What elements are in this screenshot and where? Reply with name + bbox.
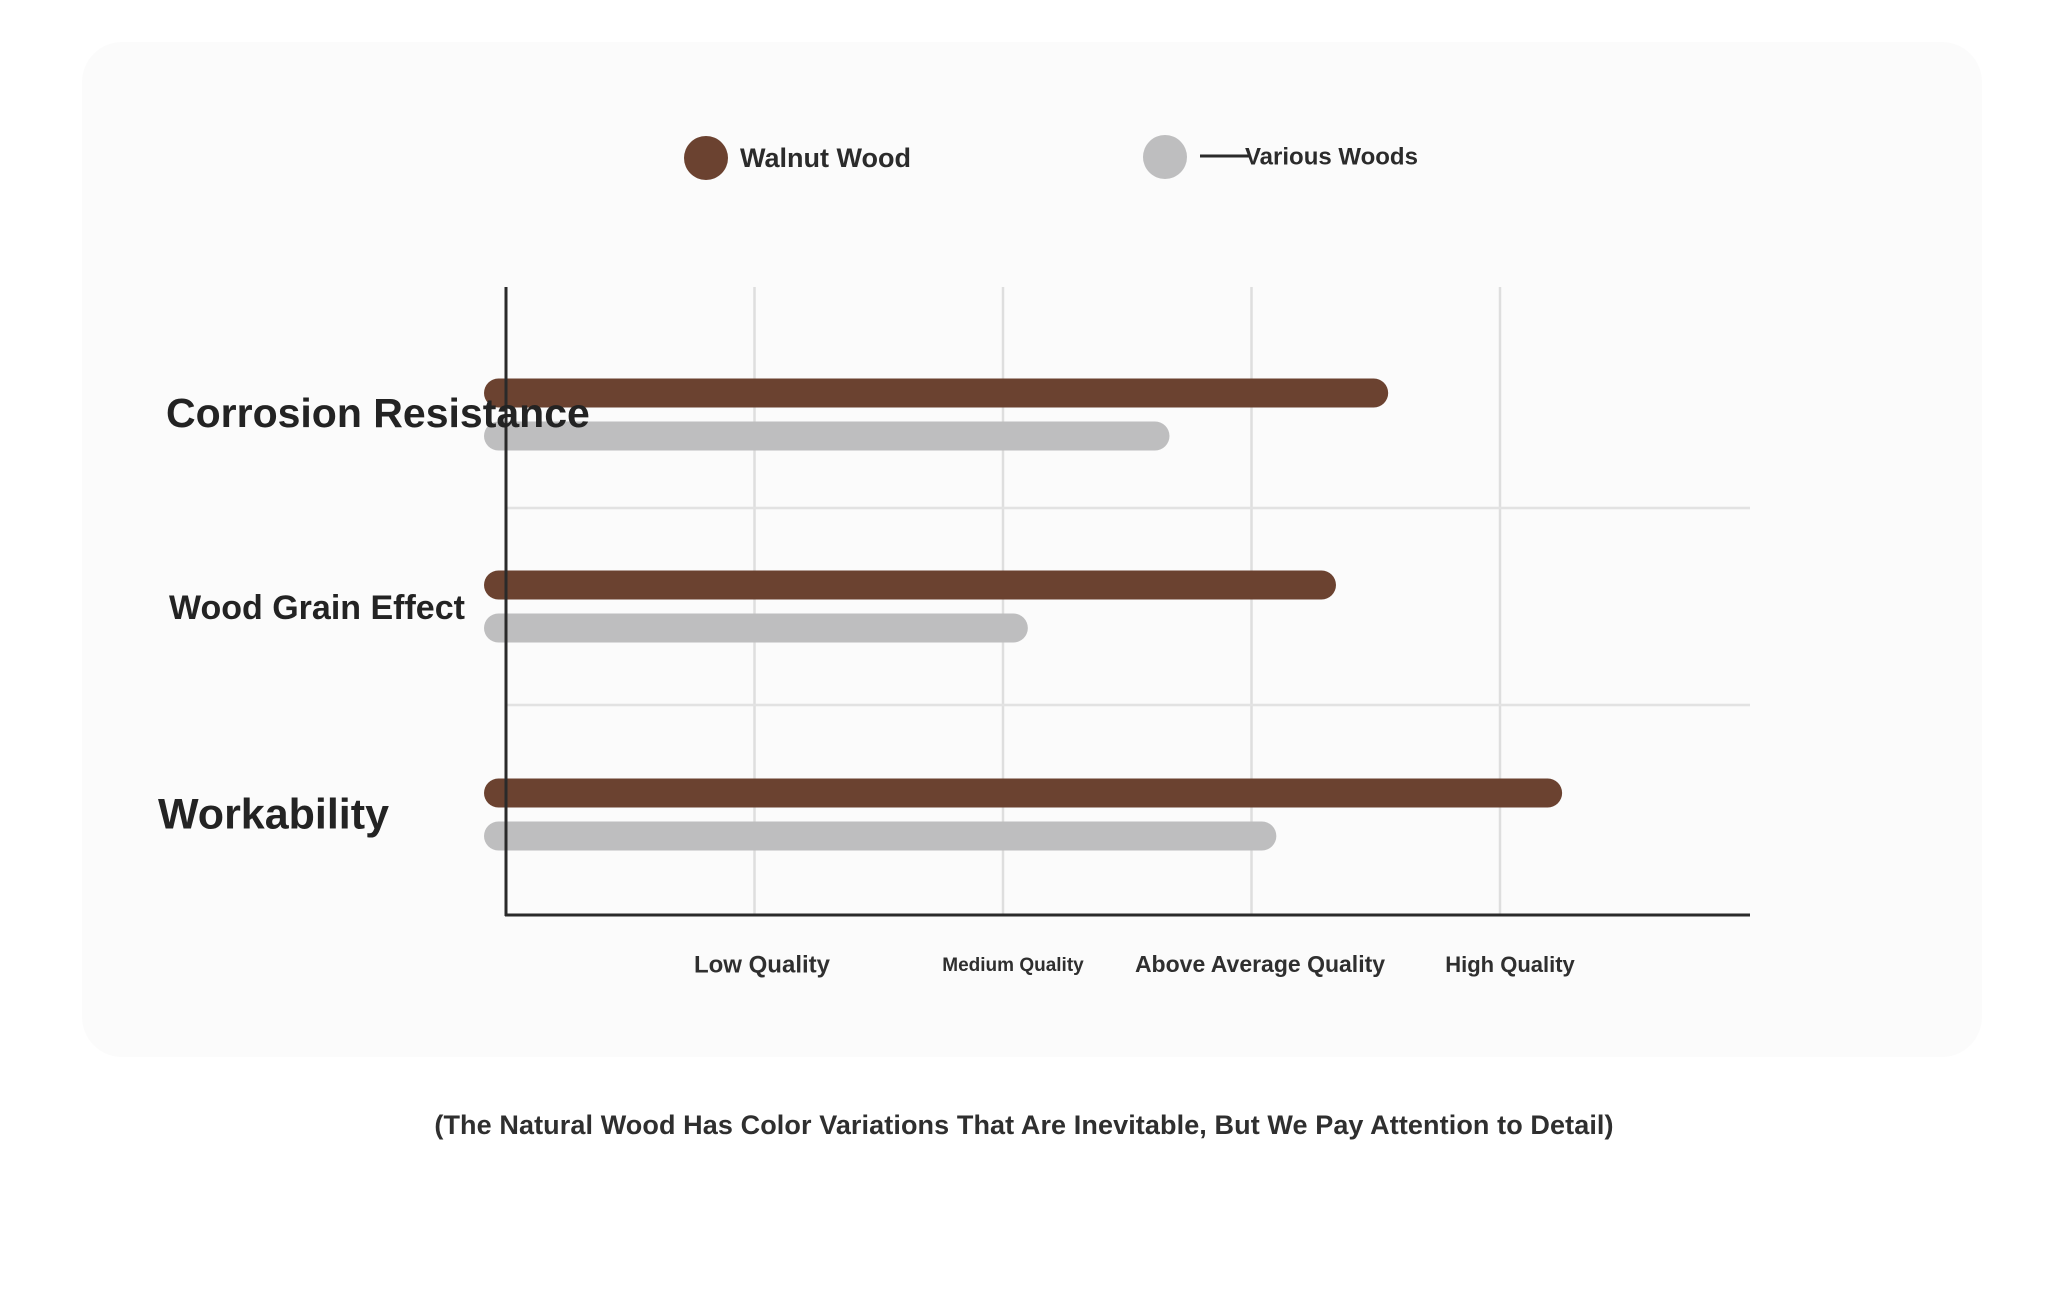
various-bar — [484, 421, 1170, 451]
legend-marker — [684, 136, 728, 180]
legend-marker — [1143, 135, 1187, 179]
various-bar — [484, 613, 1028, 643]
walnut-bar — [484, 778, 1563, 808]
footnote: (The Natural Wood Has Color Variations T… — [434, 1110, 1614, 1140]
tick-label: Above Average Quality — [1135, 951, 1385, 977]
tick-label: High Quality — [1445, 952, 1575, 977]
category-label: Wood Grain Effect — [169, 589, 465, 627]
legend-label: Various Woods — [1245, 143, 1418, 170]
legend-label: Walnut Wood — [740, 143, 911, 173]
various-bar — [484, 821, 1277, 851]
tick-label: Low Quality — [694, 951, 831, 978]
walnut-bar — [484, 570, 1336, 600]
walnut-bar — [484, 378, 1389, 408]
tick-label: Medium Quality — [942, 955, 1084, 976]
chart-card — [82, 42, 1982, 1057]
category-label: Workability — [158, 790, 389, 838]
category-label: Corrosion Resistance — [166, 390, 590, 436]
